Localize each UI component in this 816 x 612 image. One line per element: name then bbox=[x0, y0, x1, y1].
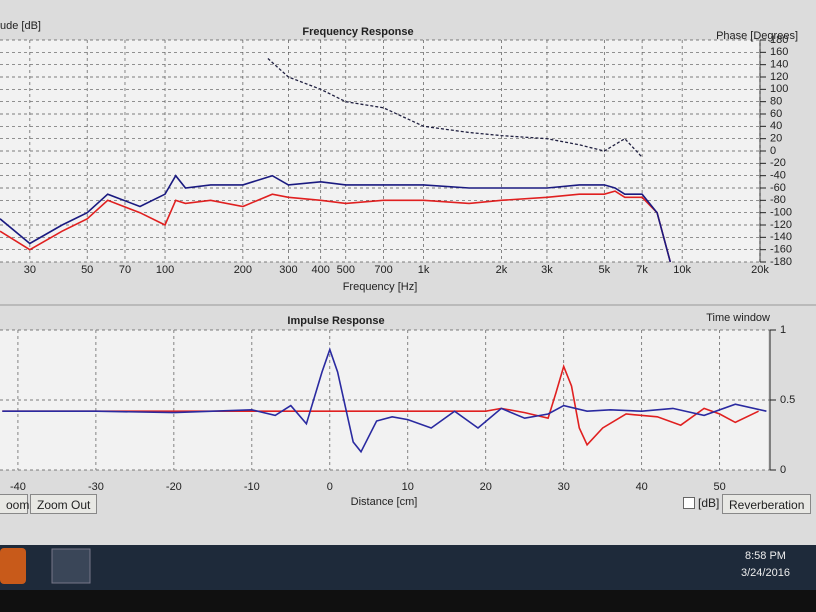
y2-tick-label: -60 bbox=[770, 182, 786, 194]
y2-tick-label: 140 bbox=[770, 59, 788, 71]
x-tick-label: 700 bbox=[374, 264, 392, 276]
x-tick-label: 50 bbox=[81, 264, 93, 276]
x-tick-label: 100 bbox=[156, 264, 174, 276]
x-tick-label: 7k bbox=[636, 264, 648, 276]
x-tick-label: 30 bbox=[24, 264, 36, 276]
x-axis-label: Frequency [Hz] bbox=[343, 281, 418, 293]
series-line bbox=[2, 347, 767, 454]
y2-tick-label: -20 bbox=[770, 157, 786, 169]
firefox-icon[interactable] bbox=[0, 548, 26, 584]
y2-tick-label: 0 bbox=[780, 464, 786, 476]
chart-title: Impulse Response bbox=[287, 315, 384, 327]
y2-tick-label: 120 bbox=[770, 71, 788, 83]
x-axis-label: Distance [cm] bbox=[351, 496, 418, 508]
x-tick-label: 70 bbox=[119, 264, 131, 276]
y2-tick-label: 1 bbox=[780, 324, 786, 336]
y2-tick-label: -120 bbox=[770, 219, 792, 231]
y2-tick-label: -100 bbox=[770, 207, 792, 219]
x-tick-label: 300 bbox=[279, 264, 297, 276]
reverberation-button[interactable]: Reverberation bbox=[722, 494, 812, 514]
x-tick-label: -40 bbox=[10, 481, 26, 493]
y2-tick-label: -80 bbox=[770, 194, 786, 206]
zoom-out-button[interactable]: Zoom Out bbox=[30, 494, 98, 514]
y2-tick-label: 0 bbox=[770, 145, 776, 157]
x-tick-label: 3k bbox=[541, 264, 553, 276]
x-tick-label: 2k bbox=[496, 264, 508, 276]
clock-time: 8:58 PM bbox=[745, 550, 786, 562]
y2-tick-label: 60 bbox=[770, 108, 782, 120]
db-checkbox[interactable] bbox=[683, 497, 695, 509]
x-tick-label: 20k bbox=[751, 264, 769, 276]
series-line bbox=[0, 174, 672, 263]
x-tick-label: 500 bbox=[337, 264, 355, 276]
x-tick-label: -30 bbox=[88, 481, 104, 493]
x-tick-label: 30 bbox=[558, 481, 570, 493]
clock-date: 3/24/2016 bbox=[741, 567, 790, 579]
x-tick-label: -20 bbox=[166, 481, 182, 493]
app-icon[interactable] bbox=[51, 548, 91, 584]
x-tick-label: 5k bbox=[599, 264, 611, 276]
taskbar bbox=[0, 545, 816, 590]
x-tick-label: 20 bbox=[480, 481, 492, 493]
chart-title: Frequency Response bbox=[302, 26, 413, 38]
series-line bbox=[0, 190, 672, 263]
screen: Frequency Response Frequency [Hz] ude [dB]… bbox=[0, 0, 816, 590]
y2-tick-label: 100 bbox=[770, 83, 788, 95]
x-tick-label: -10 bbox=[244, 481, 260, 493]
x-tick-label: 10 bbox=[402, 481, 414, 493]
y2-tick-label: 160 bbox=[770, 46, 788, 58]
y-axis-label: ude [dB] bbox=[0, 20, 41, 32]
zoom-in-button[interactable]: oom bbox=[0, 494, 29, 514]
y2-tick-label: 0.5 bbox=[780, 394, 795, 406]
y2-axis-label: Phase [Degrees] bbox=[716, 30, 798, 42]
y2-tick-label: -160 bbox=[770, 244, 792, 256]
x-tick-label: 50 bbox=[714, 481, 726, 493]
x-tick-label: 40 bbox=[636, 481, 648, 493]
annotation: Time window bbox=[706, 312, 770, 324]
y2-tick-label: 40 bbox=[770, 120, 782, 132]
y2-tick-label: -140 bbox=[770, 231, 792, 243]
db-label: [dB] bbox=[698, 496, 720, 510]
y2-tick-label: 180 bbox=[770, 34, 788, 46]
series-line bbox=[2, 363, 759, 447]
y2-tick-label: -40 bbox=[770, 170, 786, 182]
x-tick-label: 1k bbox=[418, 264, 430, 276]
x-tick-label: 200 bbox=[234, 264, 252, 276]
y2-tick-label: 20 bbox=[770, 133, 782, 145]
y2-tick-label: 80 bbox=[770, 96, 782, 108]
x-tick-label: 0 bbox=[327, 481, 333, 493]
x-tick-label: 400 bbox=[312, 264, 330, 276]
y2-tick-label: -180 bbox=[770, 256, 792, 268]
series-line bbox=[267, 58, 643, 158]
x-tick-label: 10k bbox=[673, 264, 691, 276]
